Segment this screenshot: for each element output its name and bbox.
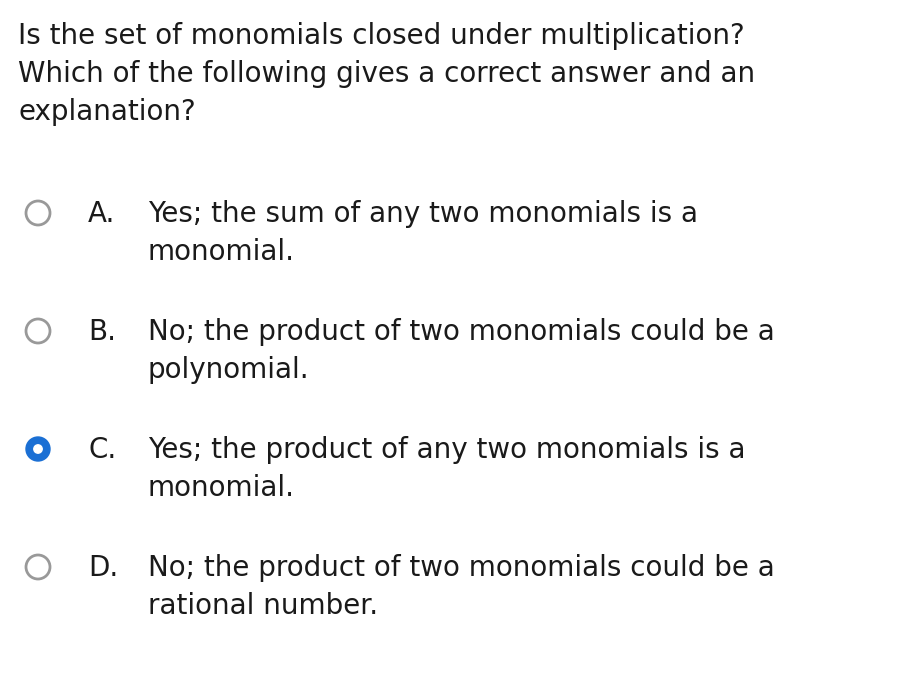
Text: A.: A. xyxy=(88,200,115,228)
Circle shape xyxy=(34,445,42,453)
Text: Yes; the sum of any two monomials is a: Yes; the sum of any two monomials is a xyxy=(148,200,698,228)
Circle shape xyxy=(26,437,50,461)
Text: C.: C. xyxy=(88,436,116,464)
Text: monomial.: monomial. xyxy=(148,238,295,266)
Text: Is the set of monomials closed under multiplication?: Is the set of monomials closed under mul… xyxy=(18,22,744,50)
Text: explanation?: explanation? xyxy=(18,98,196,126)
Text: monomial.: monomial. xyxy=(148,474,295,502)
Text: Which of the following gives a correct answer and an: Which of the following gives a correct a… xyxy=(18,60,755,88)
Text: B.: B. xyxy=(88,318,116,346)
Text: D.: D. xyxy=(88,554,119,582)
Text: No; the product of two monomials could be a: No; the product of two monomials could b… xyxy=(148,318,775,346)
Text: Yes; the product of any two monomials is a: Yes; the product of any two monomials is… xyxy=(148,436,745,464)
Text: No; the product of two monomials could be a: No; the product of two monomials could b… xyxy=(148,554,775,582)
Text: rational number.: rational number. xyxy=(148,592,378,620)
Text: polynomial.: polynomial. xyxy=(148,356,310,384)
